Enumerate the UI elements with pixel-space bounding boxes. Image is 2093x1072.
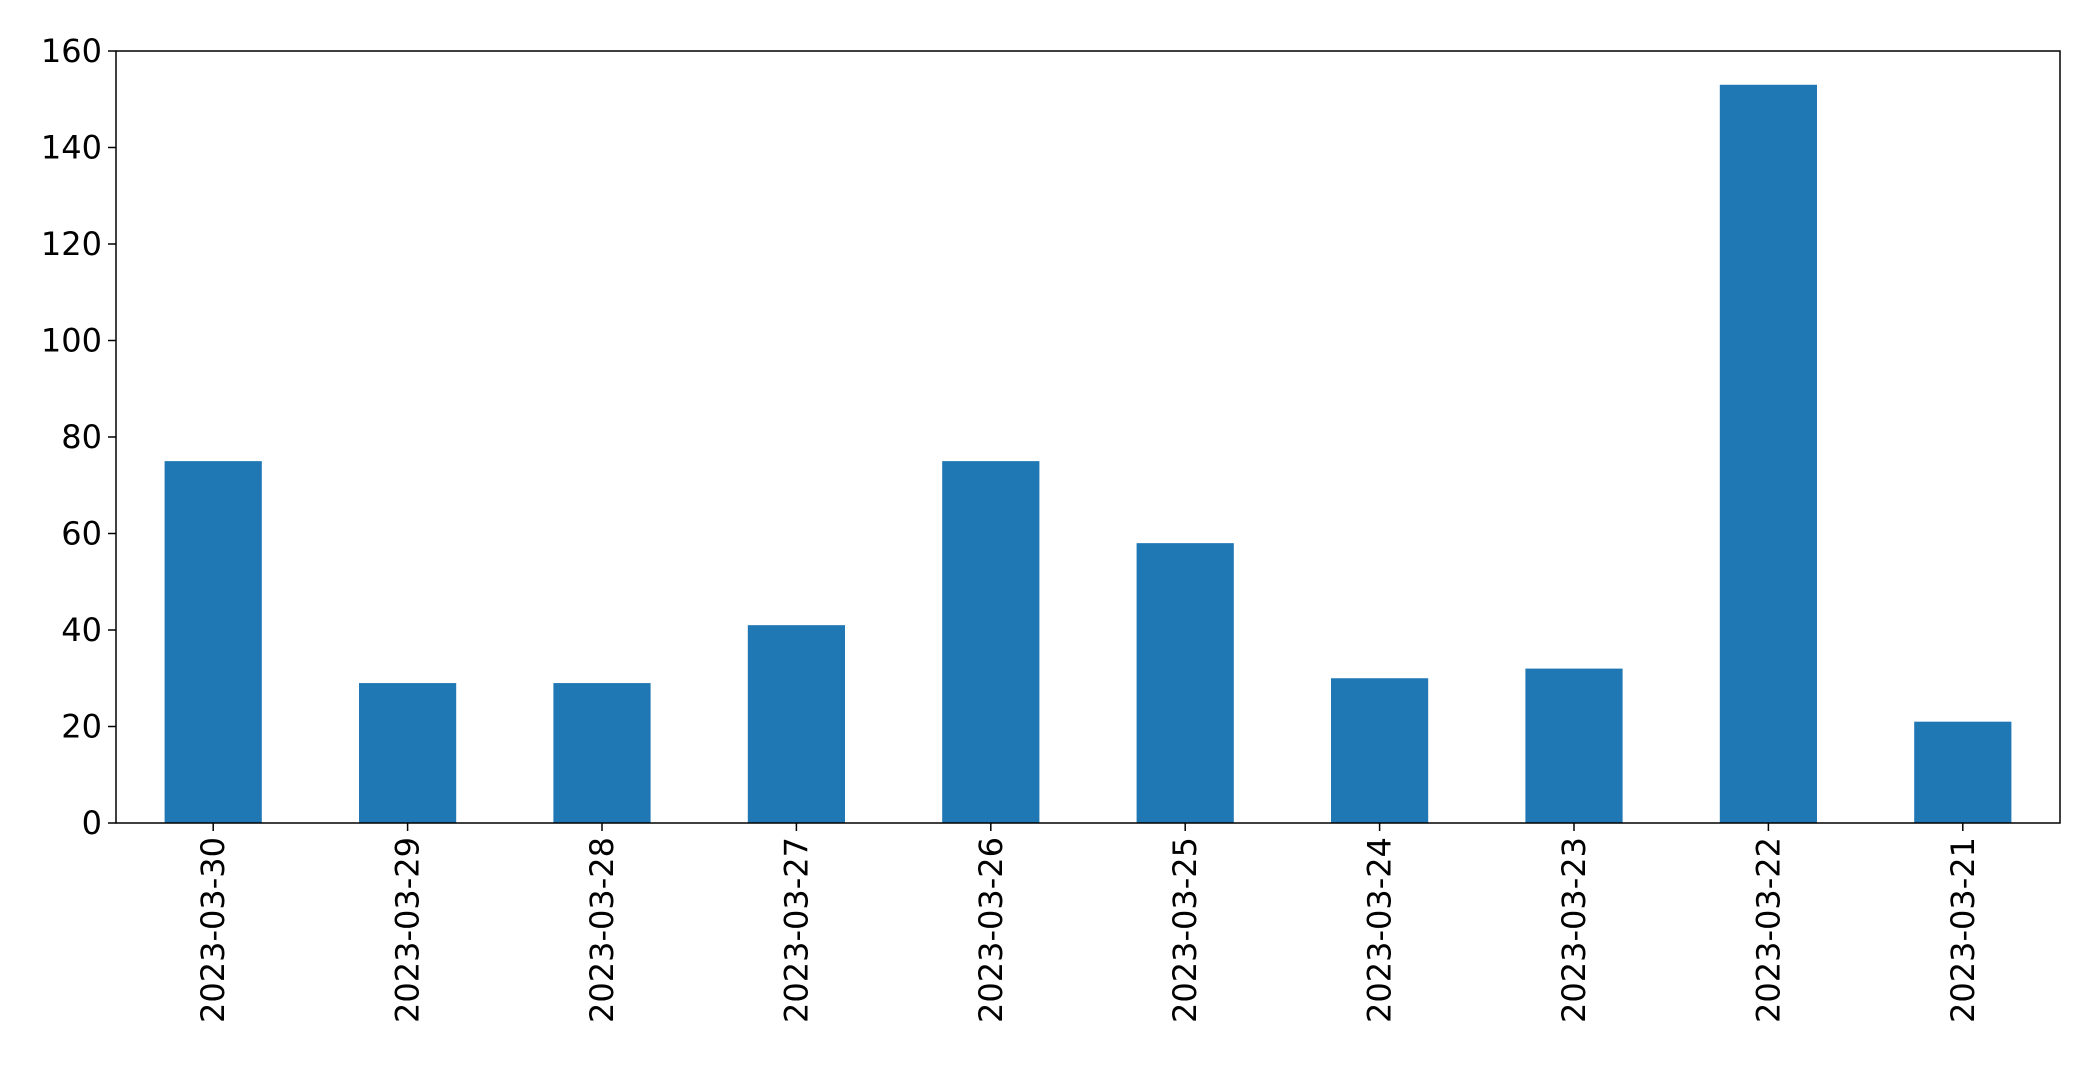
bar-2023-03-29: [359, 683, 457, 823]
bar-2023-03-27: [747, 625, 845, 823]
x-tick-label: 2023-03-27: [777, 837, 815, 1023]
x-tick-label: 2023-03-23: [1555, 837, 1593, 1023]
x-tick-label: 2023-03-28: [583, 837, 621, 1023]
bar-2023-03-30: [164, 461, 262, 823]
y-tick-label: 100: [41, 322, 102, 360]
bar-2023-03-23: [1525, 668, 1623, 823]
x-tick-label: 2023-03-29: [389, 837, 427, 1023]
y-axis-ticks: 0 20 40 60 80 100 120 140 160: [41, 32, 116, 842]
y-tick-label: 60: [61, 515, 102, 553]
bar-2023-03-21: [1914, 721, 2012, 823]
y-tick-label: 120: [41, 225, 102, 263]
bar-2023-03-22: [1719, 84, 1817, 823]
y-tick-label: 20: [61, 708, 102, 746]
y-tick-label: 140: [41, 129, 102, 167]
x-tick-label: 2023-03-22: [1749, 837, 1787, 1023]
x-tick-label: 2023-03-25: [1166, 837, 1204, 1023]
bar-2023-03-25: [1136, 543, 1234, 823]
x-tick-label: 2023-03-21: [1944, 837, 1982, 1023]
y-tick-label: 80: [61, 418, 102, 456]
x-tick-label: 2023-03-26: [972, 837, 1010, 1023]
x-tick-label: 2023-03-30: [194, 837, 232, 1023]
bar-2023-03-28: [553, 683, 651, 823]
bar-2023-03-24: [1331, 678, 1429, 823]
plot-frame: [115, 50, 2061, 824]
bars-group: [164, 84, 2012, 823]
y-tick-label: 40: [61, 611, 102, 649]
y-tick-label: 0: [82, 804, 102, 842]
y-tick-label: 160: [41, 32, 102, 70]
bar-2023-03-26: [942, 461, 1040, 823]
x-axis-ticks: 2023-03-30 2023-03-29 2023-03-28 2023-03-27…: [194, 823, 1982, 1023]
x-tick-label: 2023-03-24: [1361, 837, 1399, 1023]
